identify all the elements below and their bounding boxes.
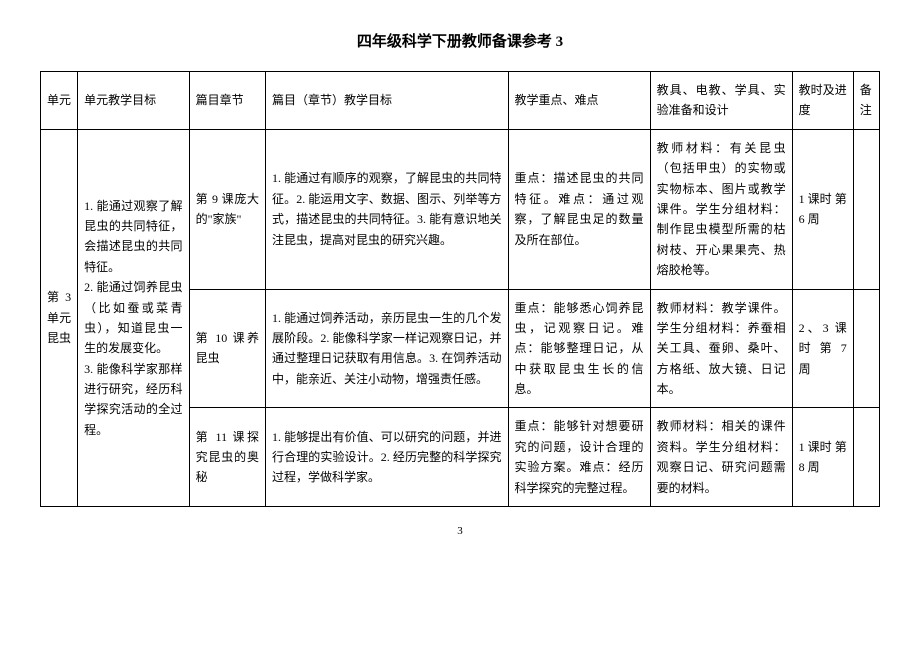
page-title: 四年级科学下册教师备课参考 3 (40, 30, 880, 51)
header-chapter: 篇目章节 (189, 72, 265, 130)
unit-goal-cell: 1. 能通过观察了解昆虫的共同特征，会描述昆虫的共同特征。 2. 能通过饲养昆虫… (78, 129, 189, 506)
focus-cell: 重点：能够针对想要研究的问题，设计合理的实验方案。难点：经历科学探究的完整过程。 (508, 408, 650, 507)
header-focus: 教学重点、难点 (508, 72, 650, 130)
header-time: 教时及进度 (792, 72, 853, 130)
header-tools: 教具、电教、学具、实验准备和设计 (650, 72, 792, 130)
header-chapter-goal: 篇目（章节）教学目标 (266, 72, 509, 130)
time-cell: 1 课时 第 6 周 (792, 129, 853, 289)
chapter-cell: 第 11 课探究昆虫的奥秘 (189, 408, 265, 507)
header-note: 备注 (853, 72, 879, 130)
tools-cell: 教师材料：有关昆虫（包括甲虫）的实物或实物标本、图片或教学课件。学生分组材料：制… (650, 129, 792, 289)
chapter-cell: 第 9 课庞大的"家族" (189, 129, 265, 289)
tools-cell: 教师材料：相关的课件资料。学生分组材料：观察日记、研究问题需要的材料。 (650, 408, 792, 507)
note-cell (853, 129, 879, 289)
unit-cell: 第 3 单元昆虫 (41, 129, 78, 506)
chapter-goal-cell: 1. 能够提出有价值、可以研究的问题，并进行合理的实验设计。2. 经历完整的科学… (266, 408, 509, 507)
tools-cell: 教师材料：教学课件。学生分组材料：养蚕相关工具、蚕卵、桑叶、方格纸、放大镜、日记… (650, 289, 792, 408)
header-unit-goal: 单元教学目标 (78, 72, 189, 130)
chapter-goal-cell: 1. 能通过饲养活动，亲历昆虫一生的几个发展阶段。2. 能像科学家一样记观察日记… (266, 289, 509, 408)
chapter-goal-cell: 1. 能通过有顺序的观察，了解昆虫的共同特征。2. 能运用文字、数据、图示、列举… (266, 129, 509, 289)
focus-cell: 重点：能够悉心饲养昆虫，记观察日记。难点：能够整理日记，从中获取昆虫生长的信息。 (508, 289, 650, 408)
note-cell (853, 408, 879, 507)
lesson-plan-table: 单元 单元教学目标 篇目章节 篇目（章节）教学目标 教学重点、难点 教具、电教、… (40, 71, 880, 507)
table-row: 第 3 单元昆虫 1. 能通过观察了解昆虫的共同特征，会描述昆虫的共同特征。 2… (41, 129, 880, 289)
table-header-row: 单元 单元教学目标 篇目章节 篇目（章节）教学目标 教学重点、难点 教具、电教、… (41, 72, 880, 130)
time-cell: 2、3 课时 第 7 周 (792, 289, 853, 408)
focus-cell: 重点：描述昆虫的共同特征。难点：通过观察，了解昆虫足的数量及所在部位。 (508, 129, 650, 289)
header-unit: 单元 (41, 72, 78, 130)
note-cell (853, 289, 879, 408)
time-cell: 1 课时 第 8 周 (792, 408, 853, 507)
chapter-cell: 第 10 课养昆虫 (189, 289, 265, 408)
page-number: 3 (40, 525, 880, 537)
